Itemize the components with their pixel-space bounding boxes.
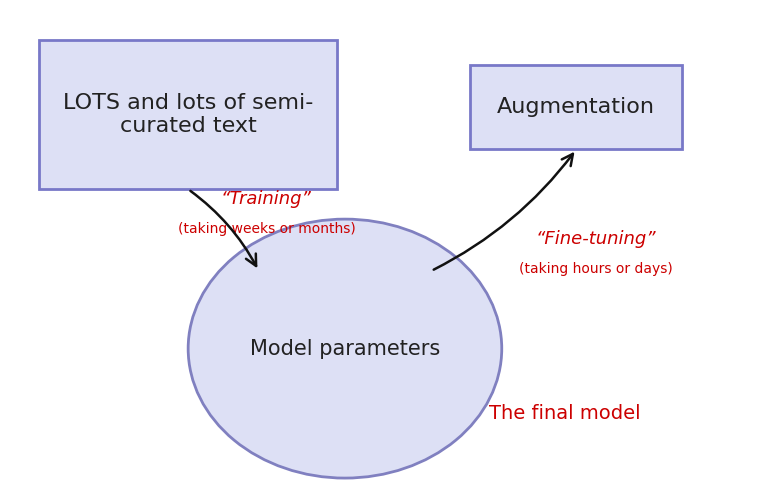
Text: “Training”: “Training” [221,190,312,208]
Text: “Fine-tuning”: “Fine-tuning” [535,230,656,248]
Text: Augmentation: Augmentation [497,97,655,117]
FancyBboxPatch shape [470,65,682,149]
Text: LOTS and lots of semi-
curated text: LOTS and lots of semi- curated text [63,93,314,136]
Text: (taking hours or days): (taking hours or days) [519,262,673,276]
Text: (taking weeks or months): (taking weeks or months) [178,222,355,236]
Ellipse shape [188,219,502,478]
FancyBboxPatch shape [39,40,337,189]
Text: The final model: The final model [488,404,641,423]
Text: Model parameters: Model parameters [250,339,440,359]
